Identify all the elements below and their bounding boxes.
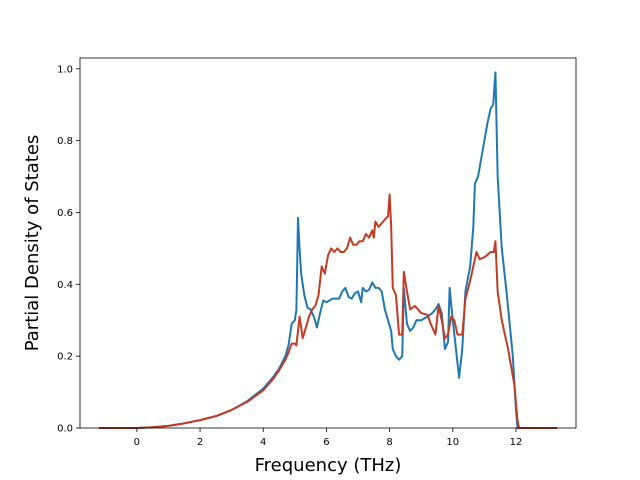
- y-tick-label: 0.0: [57, 424, 73, 435]
- y-tick-label: 0.6: [57, 208, 73, 219]
- series-line-2: [98, 193, 558, 429]
- x-axis-ticks: 0 2 4 6 8 10 12: [134, 428, 523, 448]
- x-axis-title: Frequency (THz): [255, 455, 402, 476]
- series-line-1: [98, 71, 558, 429]
- y-tick-label: 0.8: [57, 136, 73, 147]
- y-axis-ticks: 0.0 0.2 0.4 0.6 0.8 1.0: [57, 64, 80, 435]
- x-tick-label: 2: [197, 437, 203, 448]
- x-tick-label: 12: [510, 437, 523, 448]
- x-tick-label: 8: [386, 437, 392, 448]
- x-tick-label: 6: [323, 437, 329, 448]
- x-tick-label: 10: [446, 437, 459, 448]
- y-axis-title: Partial Density of States: [22, 135, 43, 352]
- plot-frame: [79, 57, 577, 429]
- x-tick-label: 4: [260, 437, 266, 448]
- plot-background: [80, 58, 576, 428]
- y-tick-label: 0.2: [57, 352, 73, 363]
- x-tick-label: 0: [134, 437, 140, 448]
- y-tick-label: 1.0: [57, 64, 73, 75]
- series-layer: [98, 71, 558, 429]
- y-tick-label: 0.4: [57, 280, 73, 291]
